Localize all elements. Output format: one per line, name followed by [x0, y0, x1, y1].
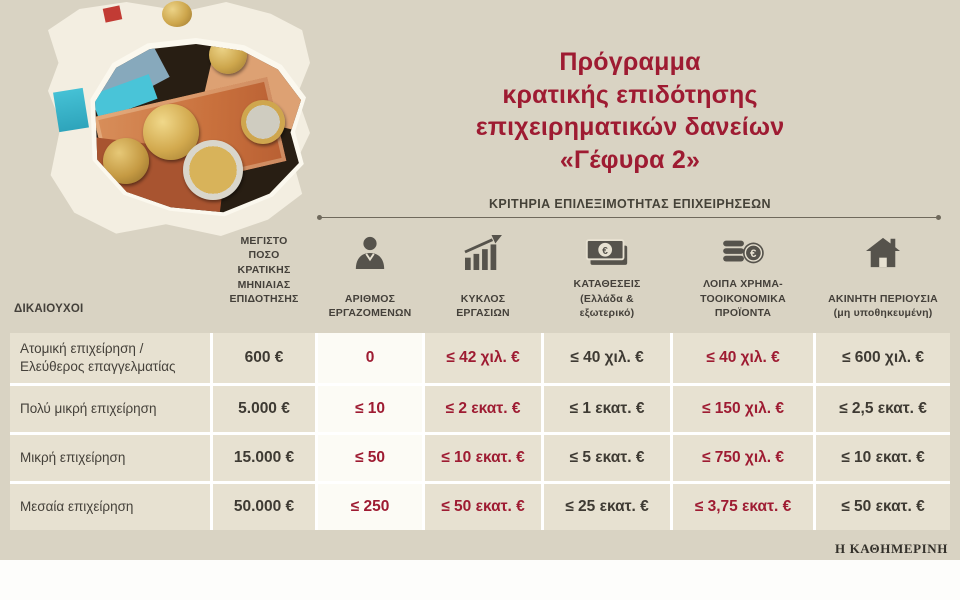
column-header-real-estate: ΑΚΙΝΗΤΗ ΠΕΡΙΟΥΣΙΑ (μη υποθηκευμένη) — [816, 224, 950, 333]
house-icon — [863, 232, 903, 272]
column-header-label: ΚΥΚΛΟΣ ΕΡΓΑΣΙΩΝ — [456, 292, 510, 320]
criteria-table: Ατομική επιχείρηση / Ελεύθερος επαγγελμα… — [10, 333, 950, 530]
cell-employees: ≤ 250 — [318, 484, 422, 530]
column-header-label: ΑΡΙΘΜΟΣ ΕΡΓΑΖΟΜΕΝΩΝ — [328, 292, 412, 320]
euro-coin — [183, 140, 243, 200]
row-label: Ατομική επιχείρηση / Ελεύθερος επαγγελμα… — [10, 333, 210, 383]
cell-deposits: ≤ 40 χιλ. € — [544, 333, 670, 383]
employee-icon — [351, 232, 389, 272]
cell-max-subsidy: 15.000 € — [213, 435, 315, 481]
column-header-deposits: € ΚΑΤΑΘΕΣΕΙΣ (Ελλάδα & εξωτερικό) — [544, 224, 670, 333]
column-header-turnover: ΚΥΚΛΟΣ ΕΡΓΑΣΙΩΝ — [425, 224, 541, 333]
column-header-label: ΚΑΤΑΘΕΣΕΙΣ (Ελλάδα & εξωτερικό) — [573, 277, 641, 320]
cell-max-subsidy: 5.000 € — [213, 386, 315, 432]
cell-turnover: ≤ 42 χιλ. € — [425, 333, 541, 383]
banknote-icon: € — [585, 232, 629, 272]
cell-turnover: ≤ 2 εκατ. € — [425, 386, 541, 432]
euro-coin — [162, 1, 192, 27]
column-header-label: ΛΟΙΠΑ ΧΡΗΜΑ-ΤΟΟΙΚΟΝΟΜΙΚΑ ΠΡΟΪΟΝΤΑ — [700, 277, 786, 320]
title-line: «Γέφυρα 2» — [559, 145, 701, 174]
cell-turnover: ≤ 10 εκατ. € — [425, 435, 541, 481]
cell-employees: 0 — [318, 333, 422, 383]
row-label: Μικρή επιχείρηση — [10, 435, 210, 481]
title-line: επιχειρηματικών δανείων — [475, 113, 785, 141]
cell-employees: ≤ 10 — [318, 386, 422, 432]
column-header-other-financial: € ΛΟΙΠΑ ΧΡΗΜΑ-ΤΟΟΙΚΟΝΟΜΙΚΑ ΠΡΟΪΟΝΤΑ — [673, 224, 813, 333]
cell-deposits: ≤ 25 εκατ. € — [544, 484, 670, 530]
money-photo — [30, 0, 322, 242]
column-header-beneficiaries: ΔΙΚΑΙΟΥΧΟΙ — [10, 224, 210, 333]
cell-real-estate: ≤ 50 εκατ. € — [816, 484, 950, 530]
cell-real-estate: ≤ 600 χιλ. € — [816, 333, 950, 383]
cell-real-estate: ≤ 2,5 εκατ. € — [816, 386, 950, 432]
cell-other-financial: ≤ 40 χιλ. € — [673, 333, 813, 383]
column-header-label: ΜΕΓΙΣΤΟ ΠΟΣΟ ΚΡΑΤΙΚΗΣ ΜΗΝΙΑΙΑΣ ΕΠΙΔΟΤΗΣΗ… — [229, 234, 299, 306]
cell-turnover: ≤ 50 εκατ. € — [425, 484, 541, 530]
cell-deposits: ≤ 1 εκατ. € — [544, 386, 670, 432]
bar-chart-icon — [462, 232, 504, 272]
cell-other-financial: ≤ 150 χιλ. € — [673, 386, 813, 432]
euro-symbol: € — [602, 246, 608, 257]
coins-icon: € — [721, 232, 765, 272]
divider-dot-right — [936, 215, 941, 220]
cell-real-estate: ≤ 10 εκατ. € — [816, 435, 950, 481]
title-line: κρατικής επιδότησης — [502, 80, 758, 109]
page-title: Πρόγραμμα κρατικής επιδότησης επιχειρημα… — [320, 46, 940, 176]
cell-max-subsidy: 600 € — [213, 333, 315, 383]
banknote-fragment — [53, 87, 89, 133]
cell-employees: ≤ 50 — [318, 435, 422, 481]
cell-max-subsidy: 50.000 € — [213, 484, 315, 530]
bottom-margin — [0, 560, 960, 600]
euro-symbol: € — [750, 248, 757, 260]
column-header-max-subsidy: ΜΕΓΙΣΤΟ ΠΟΣΟ ΚΡΑΤΙΚΗΣ ΜΗΝΙΑΙΑΣ ΕΠΙΔΟΤΗΣΗ… — [213, 224, 315, 333]
cell-other-financial: ≤ 750 χιλ. € — [673, 435, 813, 481]
criteria-divider — [317, 215, 941, 220]
title-line: Πρόγραμμα — [559, 48, 701, 76]
cell-deposits: ≤ 5 εκατ. € — [544, 435, 670, 481]
divider-dot-left — [317, 215, 322, 220]
row-label: Μεσαία επιχείρηση — [10, 484, 210, 530]
column-header-label: ΑΚΙΝΗΤΗ ΠΕΡΙΟΥΣΙΑ (μη υποθηκευμένη) — [828, 292, 938, 320]
cell-other-financial: ≤ 3,75 εκατ. € — [673, 484, 813, 530]
table-header: ΔΙΚΑΙΟΥΧΟΙ ΜΕΓΙΣΤΟ ΠΟΣΟ ΚΡΑΤΙΚΗΣ ΜΗΝΙΑΙΑ… — [10, 224, 950, 333]
column-header-employees: ΑΡΙΘΜΟΣ ΕΡΓΑΖΟΜΕΝΩΝ — [318, 224, 422, 333]
row-label: Πολύ μικρή επιχείρηση — [10, 386, 210, 432]
publisher-logo: Η ΚΑΘΗΜΕΡΙΝΗ — [835, 541, 948, 556]
column-header-label: ΔΙΚΑΙΟΥΧΟΙ — [14, 302, 84, 315]
criteria-heading: ΚΡΙΤΗΡΙΑ ΕΠΙΛΕΞΙΜΟΤΗΤΑΣ ΕΠΙΧΕΙΡΗΣΕΩΝ — [489, 197, 771, 211]
euro-coin — [241, 100, 285, 144]
